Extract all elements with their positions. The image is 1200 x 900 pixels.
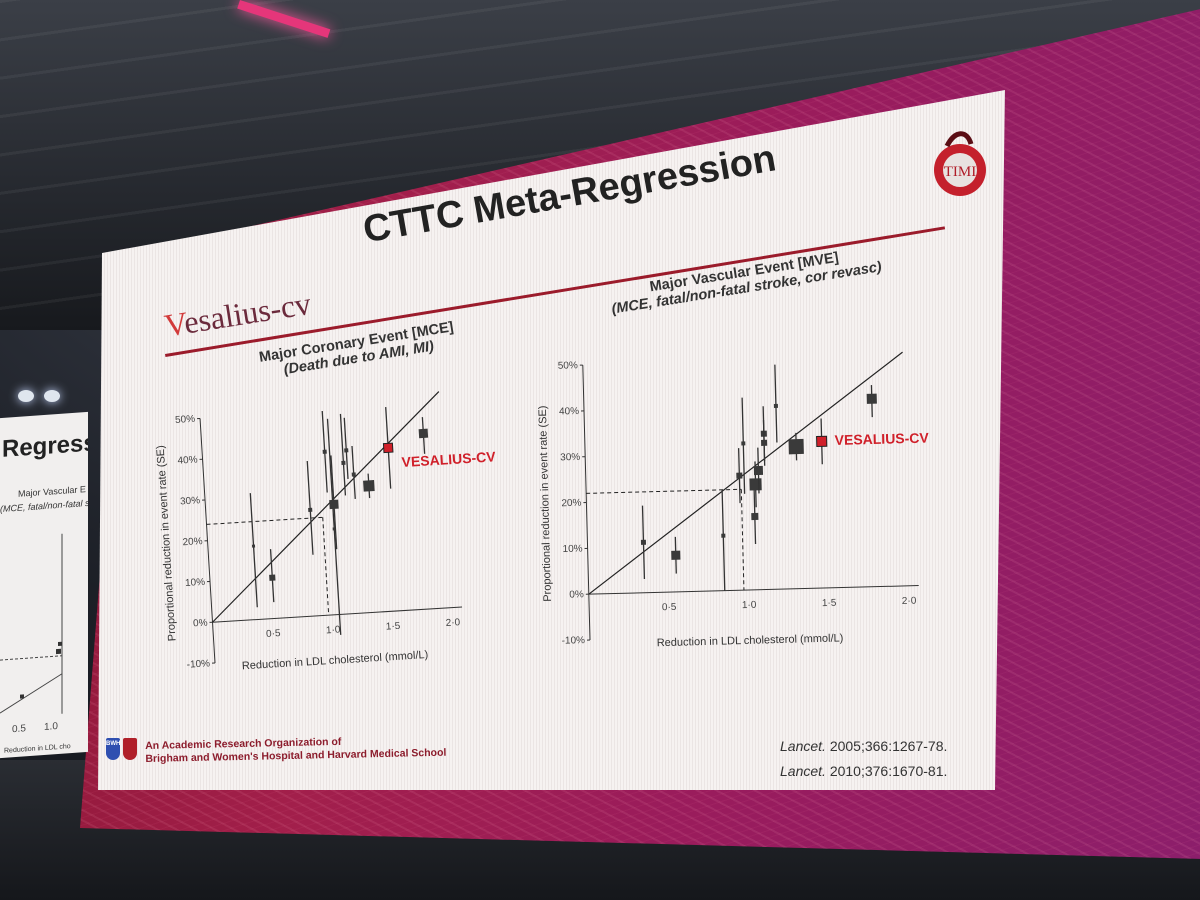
reference-2-citation: 2010;376:1670-81. bbox=[825, 763, 948, 779]
regression-line bbox=[212, 391, 440, 623]
trial-point bbox=[251, 544, 256, 548]
x-tick-label: 2·0 bbox=[902, 596, 917, 607]
trial-point bbox=[671, 550, 681, 560]
y-tick-label: 10% bbox=[185, 577, 206, 589]
footer-organization: An Academic Research Organization of Bri… bbox=[145, 734, 447, 766]
x-axis-label: Reduction in LDL cholesterol (mmol/L) bbox=[242, 649, 429, 672]
bwh-shield-icon: BWH bbox=[106, 738, 120, 760]
timi-logo-text: TIMI bbox=[944, 164, 977, 180]
trial-point bbox=[761, 439, 768, 446]
trial-point bbox=[773, 403, 778, 408]
trial-point bbox=[741, 441, 746, 446]
y-tick-label: 0% bbox=[193, 618, 208, 630]
x-axis-label: Reduction in LDL cholesterol (mmol/L) bbox=[657, 632, 844, 649]
slide-content: CTTC Meta-Regression Vesalius-cv TIMI Ma… bbox=[90, 90, 1020, 800]
x-tick-label: 1·5 bbox=[386, 621, 402, 633]
side-slide-subtitle-2: (MCE, fatal/non-fatal st bbox=[0, 497, 88, 515]
y-tick-label: 0% bbox=[569, 589, 584, 600]
trial-point bbox=[344, 448, 349, 453]
x-tick-label: 0·5 bbox=[662, 602, 677, 613]
x-tick-label: 1·0 bbox=[326, 624, 342, 636]
trial-point bbox=[341, 460, 346, 465]
trial-point bbox=[788, 438, 804, 455]
trial-point bbox=[329, 499, 339, 510]
vesalius-cv-point bbox=[382, 442, 394, 454]
reference-2: Lancet. 2010;376:1670-81. bbox=[780, 763, 947, 779]
y-tick-label: 20% bbox=[561, 498, 581, 510]
reference-1: Lancet. 2005;366:1267-78. bbox=[780, 738, 947, 754]
error-bar bbox=[774, 364, 778, 443]
stage-spotlight bbox=[18, 390, 34, 402]
error-bar bbox=[306, 460, 314, 555]
side-screen-slide: Regression Major Vascular E (MCE, fatal/… bbox=[0, 411, 88, 759]
side-slide-subtitle: Major Vascular E bbox=[18, 484, 86, 499]
x-axis bbox=[588, 585, 919, 595]
reference-2-journal: Lancet. bbox=[780, 763, 826, 779]
chart2-group: -10% 0% 10% 20% 30% 40% 50% 0·5 1·0 1·5 2·0 Reducti… bbox=[537, 351, 930, 649]
stage-spotlight bbox=[44, 390, 60, 402]
side-slide-title: Regression bbox=[2, 426, 88, 463]
trial-point bbox=[269, 574, 276, 581]
chart2-mve-plot: -10% 0% 10% 20% 30% 40% 50% 0·5 1·0 1·5 2·0 Reducti… bbox=[537, 351, 930, 649]
slide-title: CTTC Meta-Regression bbox=[360, 137, 780, 252]
harvard-shield-icon bbox=[123, 738, 137, 760]
side-slide-xtick: 1.0 bbox=[44, 721, 58, 733]
reference-dashed-horizontal bbox=[206, 516, 323, 525]
y-tick-label: 30% bbox=[180, 495, 201, 507]
reference-1-citation: 2005;366:1267-78. bbox=[825, 738, 948, 754]
y-axis-label: Proportional reduction in event rate (SE… bbox=[537, 405, 554, 602]
error-bar bbox=[741, 397, 746, 494]
vesalius-cv-label: VESALIUS-CV bbox=[834, 430, 929, 448]
x-tick-label: 0·5 bbox=[266, 628, 282, 640]
error-bar bbox=[339, 413, 347, 496]
y-tick-label: 40% bbox=[559, 406, 579, 418]
y-tick-label: 50% bbox=[558, 360, 578, 372]
timi-logo: TIMI bbox=[934, 131, 986, 196]
regression-line bbox=[588, 351, 903, 595]
error-bar bbox=[326, 418, 342, 635]
error-bar bbox=[721, 489, 726, 591]
trial-point bbox=[351, 472, 356, 477]
vesalius-cv-label: VESALIUS-CV bbox=[401, 448, 497, 470]
trial-point bbox=[736, 472, 743, 479]
ceiling-light bbox=[237, 0, 331, 38]
y-tick-label: -10% bbox=[186, 658, 210, 670]
y-tick-label: 40% bbox=[177, 455, 198, 467]
error-bar bbox=[343, 417, 349, 479]
reference-dashed-horizontal bbox=[586, 488, 742, 494]
chart1-title: Major Coronary Event [MCE] (Death due to… bbox=[258, 319, 457, 381]
side-slide-xtick: 0.5 bbox=[12, 723, 26, 735]
x-axis bbox=[212, 606, 463, 623]
error-bar bbox=[351, 445, 356, 500]
trial-point bbox=[640, 539, 647, 545]
trial-point bbox=[418, 428, 429, 439]
trial-point bbox=[322, 449, 327, 454]
y-tick-label: -10% bbox=[562, 635, 586, 647]
error-bar bbox=[249, 493, 258, 608]
reference-1-journal: Lancet. bbox=[780, 738, 826, 754]
trial-point bbox=[749, 478, 762, 491]
y-tick-label: 20% bbox=[182, 536, 203, 548]
trial-point bbox=[751, 512, 759, 521]
x-tick-label: 1·5 bbox=[822, 598, 837, 609]
trial-point bbox=[363, 480, 375, 492]
y-tick-label: 50% bbox=[175, 414, 196, 426]
trial-point bbox=[308, 507, 313, 513]
side-slide-chart: 0.5 1.0 bbox=[0, 533, 63, 735]
trial-point bbox=[753, 465, 764, 476]
trial-point bbox=[721, 533, 726, 538]
y-axis-label: Proportional reduction in event rate (SE… bbox=[155, 445, 179, 642]
x-tick-label: 1·0 bbox=[742, 600, 757, 611]
chart2-title: Major Vascular Event [MVE] (MCE, fatal/n… bbox=[608, 243, 883, 318]
bwh-badge-text: BWH bbox=[106, 741, 121, 747]
vesalius-cv-point bbox=[816, 435, 828, 448]
trial-point bbox=[866, 393, 877, 404]
x-tick-label: 2·0 bbox=[445, 617, 461, 629]
reference-dashed-vertical bbox=[322, 517, 330, 616]
reference-dashed-vertical bbox=[740, 489, 745, 591]
chart1-group: -10% 0% 10% 20% 30% 40% 50% 0·5 1·0 1·5 2·0 Reducti… bbox=[155, 391, 497, 672]
y-tick-label: 10% bbox=[562, 543, 582, 555]
y-tick-label: 30% bbox=[560, 452, 580, 464]
chart1-mce-plot: -10% 0% 10% 20% 30% 40% 50% 0·5 1·0 1·5 2·0 Reducti… bbox=[155, 391, 497, 672]
